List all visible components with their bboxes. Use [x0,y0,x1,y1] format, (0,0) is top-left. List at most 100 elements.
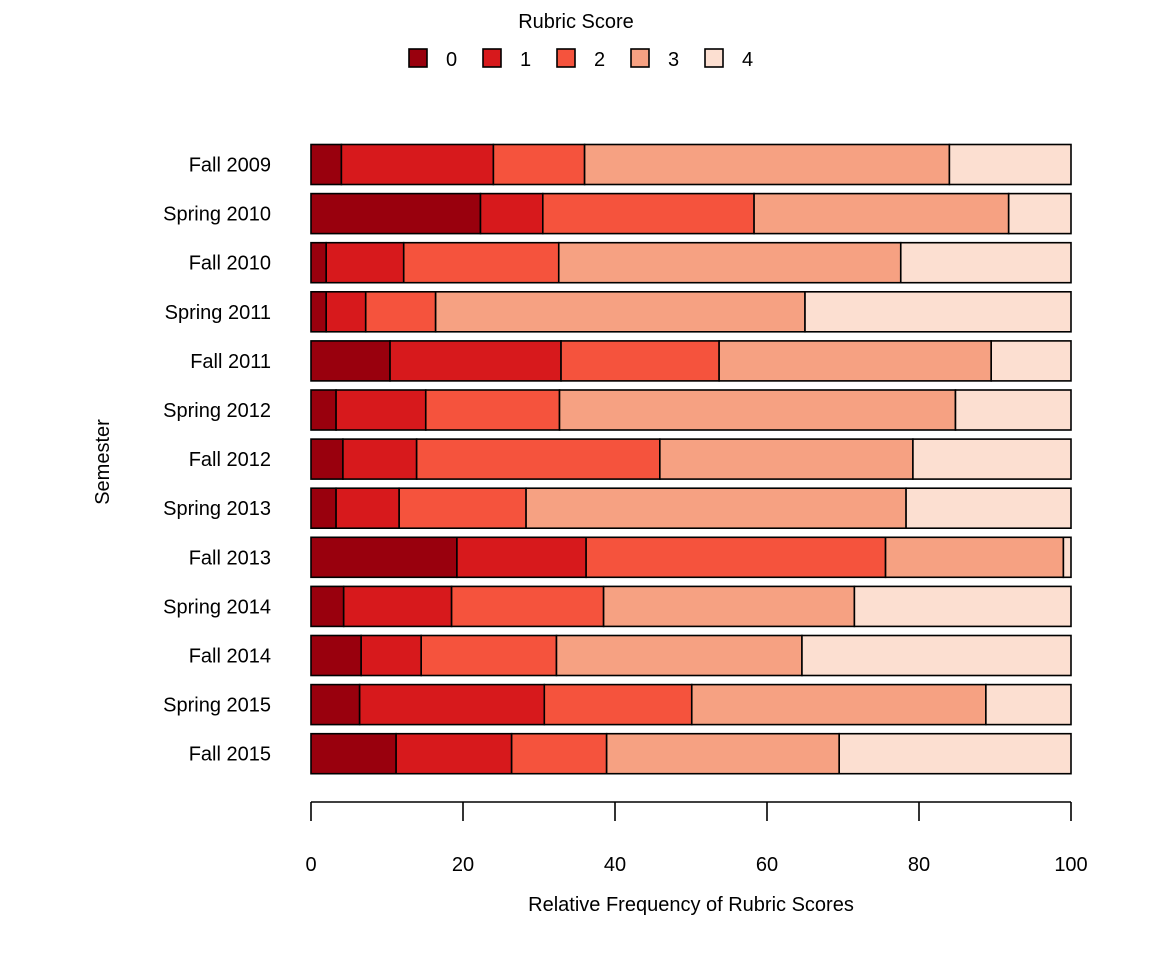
x-tick-label: 20 [452,854,474,876]
category-label: Spring 2011 [165,302,271,324]
bar-segment-score-4 [948,143,1072,186]
bar-segment-score-2 [398,487,527,530]
x-axis-label: Relative Frequency of Rubric Scores [528,894,854,916]
bar-segment-score-2 [560,340,720,382]
category-label: Spring 2013 [163,498,271,520]
bar-segment-score-0 [310,536,458,579]
bar-segment-score-0 [310,389,337,431]
bar-segment-score-0 [310,438,344,480]
x-tick-label: 0 [305,854,316,876]
bar-segment-score-1 [342,585,453,628]
bar-segment-score-0 [310,340,391,382]
bar-segment-score-1 [325,290,367,333]
bar-segment-score-1 [358,683,546,726]
bar-segment-score-2 [541,192,755,235]
bar-segment-score-0 [310,143,343,186]
bar-segment-score-3 [583,143,951,186]
bar-segment-score-1 [335,389,427,431]
x-tick-label: 60 [756,854,778,876]
bar-segment-score-2 [364,290,437,333]
bar-segment-score-4 [990,340,1072,382]
bar-segment-score-4 [954,389,1072,431]
bar-segment-score-0 [310,585,345,628]
bar-segment-score-0 [310,634,362,677]
category-labels: Fall 2009 Spring 2010 Fall 2010 Spring 2011… [163,155,271,766]
legend-label: 3 [668,49,679,71]
x-tick-label: 40 [604,854,626,876]
bar-segment-score-3 [555,634,803,677]
bar-segment-score-3 [690,683,987,726]
bar-segment-score-4 [905,487,1072,530]
y-axis-label: Semester [92,419,114,505]
bar-segment-score-0 [310,290,327,333]
category-label: Fall 2013 [189,547,271,569]
legend-swatch [630,48,650,68]
category-label: Fall 2014 [189,646,271,668]
legend-label: 0 [446,49,457,71]
category-label: Spring 2014 [163,596,271,618]
category-label: Spring 2010 [163,204,271,226]
bar-segment-score-1 [395,732,513,775]
bar-segment-score-3 [753,192,1010,235]
bar-segment-score-2 [424,389,561,431]
bar-segment-score-2 [402,241,560,284]
bar-segment-score-0 [310,241,327,284]
bar-segment-score-1 [342,438,418,480]
bar-segment-score-1 [479,192,544,235]
bar-segment-score-4 [801,634,1072,677]
bar-segment-score-2 [420,634,558,677]
bar-segment-score-1 [340,143,495,186]
bar-segment-score-3 [718,340,992,382]
bar-segment-score-0 [310,683,361,726]
legend-title: Rubric Score [518,11,634,33]
category-label: Fall 2012 [189,449,271,471]
legend-swatch [556,48,576,68]
bar-segment-score-3 [659,438,914,480]
bar-segment-score-2 [415,438,661,480]
x-tick-label: 80 [908,854,930,876]
bar-segment-score-3 [525,487,907,530]
x-axis: 0 20 40 60 80 100 [305,801,1088,876]
bar-segment-score-2 [510,732,608,775]
bar-segment-score-2 [492,143,586,186]
bar-segment-score-1 [456,536,587,579]
bar-segment-score-3 [884,536,1065,579]
bar-segment-score-1 [325,241,405,284]
category-label: Fall 2011 [190,351,271,373]
legend-label: 2 [594,49,605,71]
legend-label: 4 [742,49,753,71]
legend-swatch [482,48,502,68]
legend-swatch [704,48,724,68]
bar-segment-score-4 [853,585,1072,628]
bar-segment-score-4 [899,241,1072,284]
legend: Rubric Score 0 1 2 3 4 [408,11,753,71]
bar-segment-score-0 [310,192,482,235]
bar-segment-score-2 [450,585,605,628]
bar-segment-score-4 [912,438,1072,480]
bar-segment-score-4 [838,732,1072,775]
bar-segment-score-4 [1007,192,1072,235]
bar-segment-score-1 [335,487,400,530]
category-label: Spring 2015 [163,695,271,717]
bar-segment-score-1 [389,340,562,382]
legend-swatch [408,48,428,68]
category-label: Fall 2009 [189,155,271,177]
bar-segment-score-4 [1062,536,1072,579]
bar-segment-score-3 [557,241,902,284]
bar-segment-score-3 [434,290,806,333]
bars [310,143,1072,775]
bar-segment-score-0 [310,487,337,530]
category-label: Spring 2012 [163,400,271,422]
bar-segment-score-2 [585,536,887,579]
category-label: Fall 2010 [189,253,271,275]
bar-segment-score-3 [605,732,841,775]
legend-label: 1 [520,49,531,71]
bar-segment-score-4 [985,683,1072,726]
bar-segment-score-1 [360,634,423,677]
bar-segment-score-3 [558,389,957,431]
bar-segment-score-0 [310,732,397,775]
category-label: Fall 2015 [189,744,271,766]
x-tick-label: 100 [1054,854,1087,876]
bar-segment-score-4 [804,290,1072,333]
